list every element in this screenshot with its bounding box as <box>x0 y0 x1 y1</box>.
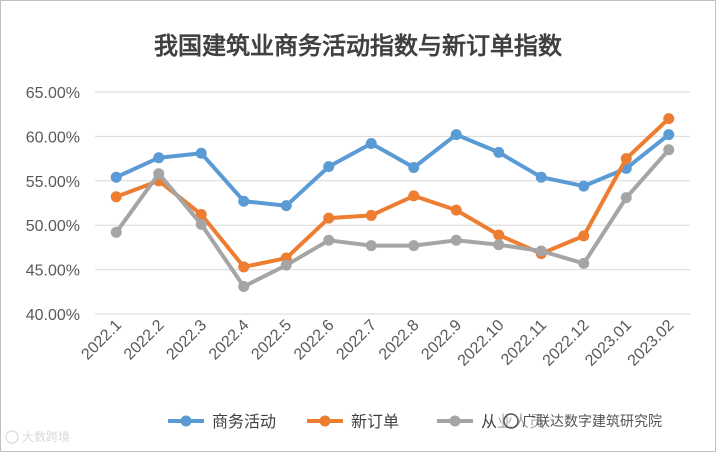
legend-label-2: 新订单 <box>351 412 399 431</box>
data-point <box>323 235 334 246</box>
data-point <box>153 152 164 163</box>
x-tick-label: 2022.6 <box>291 317 338 364</box>
line-chart: 我国建筑业商务活动指数与新订单指数 40.00% 45.00% 50.00% 55.0… <box>0 0 716 452</box>
x-tick-label: 2022.1 <box>78 317 125 364</box>
data-point <box>323 161 334 172</box>
watermark-left: 大数跨境 <box>6 429 70 444</box>
data-point <box>281 260 292 271</box>
data-point <box>663 113 674 124</box>
x-tick-label: 2022.8 <box>376 317 423 364</box>
data-point <box>323 213 334 224</box>
y-axis-ticks: 40.00% 45.00% 50.00% 55.00% 60.00% 65.00% <box>26 85 80 324</box>
data-point <box>493 239 504 250</box>
legend: 商务活动新订单从业人员 <box>168 412 545 431</box>
x-tick-label: 2022.4 <box>206 317 253 364</box>
legend-marker <box>450 416 461 427</box>
series-lines <box>111 113 675 292</box>
x-axis-ticks: 2022.12022.22022.32022.42022.52022.62022… <box>78 317 677 370</box>
watermark-left-text: 大数跨境 <box>22 429 70 444</box>
series-line-1 <box>116 135 669 206</box>
watermark-logo-icon <box>6 431 18 443</box>
data-point <box>196 219 207 230</box>
data-point <box>536 245 547 256</box>
legend-label-1: 商务活动 <box>212 412 276 431</box>
y-tick-label: 45.00% <box>26 263 80 280</box>
x-tick-label: 2022.3 <box>163 317 210 364</box>
data-point <box>111 227 122 238</box>
y-tick-label: 60.00% <box>26 129 80 146</box>
data-point <box>238 261 249 272</box>
data-point <box>621 153 632 164</box>
watermark-right: 广联达数字建筑研究院 <box>498 408 694 434</box>
data-point <box>408 162 419 173</box>
x-tick-label: 2023.02 <box>625 317 678 370</box>
x-tick-label: 2022.12 <box>540 317 593 370</box>
data-point <box>153 168 164 179</box>
data-point <box>238 281 249 292</box>
data-point <box>451 205 462 216</box>
data-point <box>536 172 547 183</box>
data-point <box>366 138 377 149</box>
x-tick-label: 2022.7 <box>333 317 380 364</box>
data-point <box>111 172 122 183</box>
y-tick-label: 55.00% <box>26 174 80 191</box>
y-tick-label: 50.00% <box>26 218 80 235</box>
data-point <box>238 196 249 207</box>
x-tick-label: 2022.2 <box>121 317 168 364</box>
chart-title: 我国建筑业商务活动指数与新订单指数 <box>154 32 563 60</box>
data-point <box>578 230 589 241</box>
x-tick-label: 2022.5 <box>248 317 295 364</box>
data-point <box>451 129 462 140</box>
data-point <box>493 147 504 158</box>
legend-marker <box>320 416 331 427</box>
data-point <box>663 144 674 155</box>
watermark-right-text: 广联达数字建筑研究院 <box>522 414 662 430</box>
x-tick-label: 2023.01 <box>582 317 635 370</box>
data-point <box>111 191 122 202</box>
legend-marker <box>181 416 192 427</box>
data-point <box>493 229 504 240</box>
data-point <box>366 210 377 221</box>
data-point <box>281 200 292 211</box>
y-tick-label: 65.00% <box>26 85 80 102</box>
data-point <box>578 258 589 269</box>
x-tick-label: 2022.10 <box>455 317 508 370</box>
data-point <box>451 235 462 246</box>
data-point <box>366 240 377 251</box>
y-tick-label: 40.00% <box>26 307 80 324</box>
data-point <box>408 190 419 201</box>
data-point <box>578 181 589 192</box>
data-point <box>196 148 207 159</box>
data-point <box>408 240 419 251</box>
data-point <box>621 192 632 203</box>
data-point <box>663 129 674 140</box>
